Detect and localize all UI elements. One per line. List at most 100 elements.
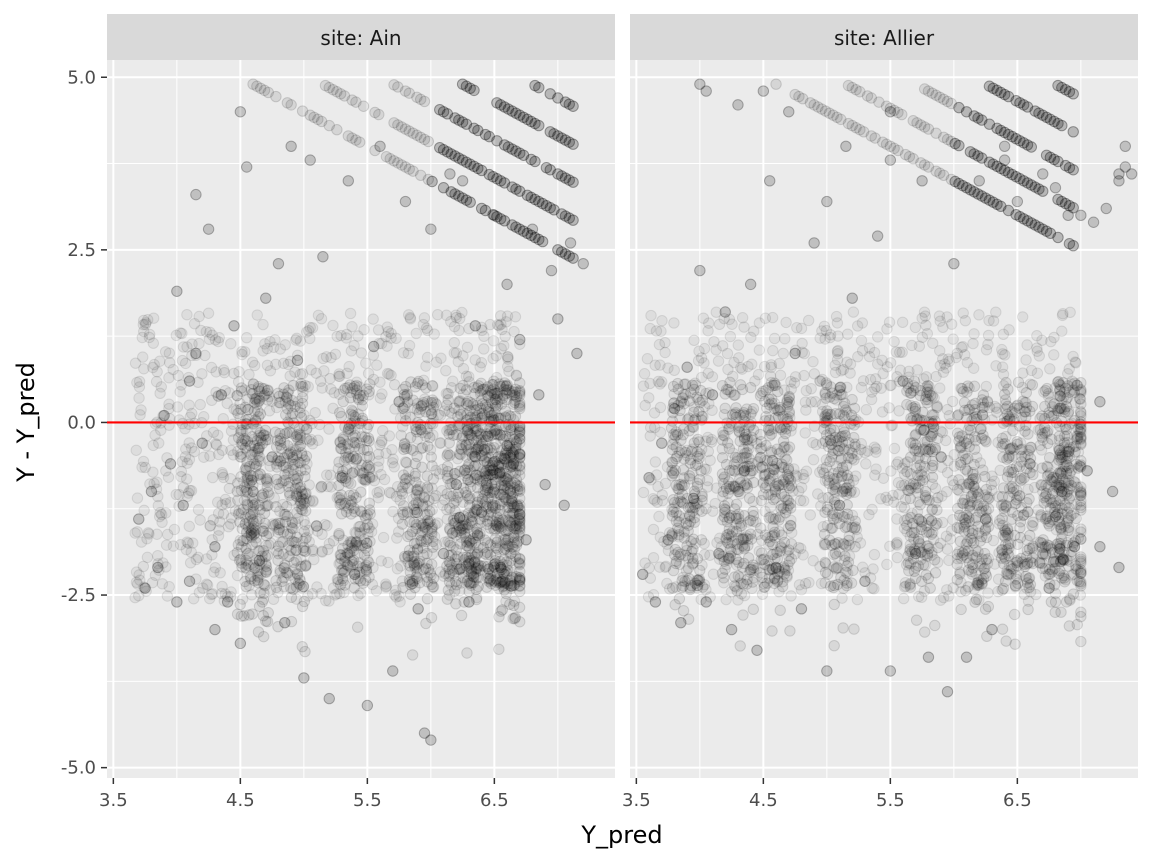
data-point — [270, 90, 282, 103]
data-point — [434, 409, 447, 422]
data-point — [841, 406, 853, 418]
data-point — [781, 503, 793, 516]
data-point — [214, 516, 226, 528]
data-point — [1008, 608, 1021, 621]
data-point — [762, 538, 774, 550]
data-point — [511, 501, 524, 513]
data-point — [503, 515, 515, 527]
data-point — [489, 455, 501, 468]
data-point — [203, 592, 216, 605]
data-point — [363, 450, 376, 463]
data-point — [236, 435, 248, 447]
data-point — [914, 475, 926, 487]
data-point — [1027, 520, 1039, 532]
data-point — [347, 382, 359, 395]
data-point — [306, 438, 319, 450]
data-point — [489, 540, 502, 552]
data-point — [360, 434, 373, 447]
data-point — [727, 447, 739, 459]
data-point — [1045, 474, 1057, 486]
data-point — [478, 500, 490, 512]
data-point — [363, 389, 375, 401]
data-point — [529, 117, 541, 130]
data-point — [837, 485, 849, 497]
data-point — [347, 406, 359, 418]
data-point — [855, 334, 868, 347]
data-point — [486, 486, 499, 499]
data-point — [475, 449, 487, 462]
data-point — [287, 443, 300, 455]
data-point — [302, 590, 314, 602]
data-point — [417, 549, 430, 561]
data-point — [716, 379, 729, 392]
data-point — [272, 526, 284, 538]
data-point — [1042, 388, 1055, 400]
data-point — [929, 442, 941, 454]
data-point — [345, 477, 357, 490]
data-point — [415, 403, 427, 415]
data-point — [728, 389, 740, 401]
data-point — [260, 430, 272, 442]
data-point — [420, 322, 433, 334]
data-point — [458, 596, 470, 608]
data-point — [218, 366, 231, 379]
data-point — [348, 568, 361, 581]
data-point — [316, 480, 328, 493]
data-point — [129, 357, 142, 369]
data-point — [272, 478, 284, 490]
data-point — [335, 442, 348, 455]
data-point — [462, 399, 475, 412]
data-point — [207, 426, 220, 439]
data-point — [494, 504, 506, 516]
data-point — [485, 577, 497, 590]
data-point — [401, 505, 413, 518]
data-point — [153, 510, 166, 523]
data-point — [822, 440, 835, 453]
data-point — [185, 485, 198, 497]
data-point — [409, 506, 421, 519]
data-point — [514, 557, 526, 569]
data-point — [227, 434, 240, 446]
data-point — [552, 130, 564, 142]
data-point — [498, 480, 510, 492]
data-point — [476, 474, 489, 487]
data-point — [1034, 557, 1046, 569]
data-point — [242, 559, 255, 572]
data-point — [781, 468, 793, 481]
data-point — [350, 96, 362, 108]
data-point — [409, 402, 421, 414]
data-point — [440, 365, 452, 377]
data-point — [296, 504, 309, 516]
data-point — [503, 431, 516, 444]
data-point — [450, 525, 463, 538]
data-point — [358, 324, 370, 336]
data-point — [356, 467, 369, 479]
data-point — [429, 397, 441, 409]
data-point — [480, 500, 493, 513]
data-point — [182, 537, 195, 549]
data-point — [514, 526, 526, 539]
data-point — [514, 387, 526, 400]
data-point — [382, 325, 395, 338]
data-point — [1070, 498, 1083, 511]
data-point — [498, 177, 511, 189]
data-point — [366, 471, 379, 483]
data-point — [444, 423, 457, 436]
data-point — [234, 451, 247, 463]
data-point — [216, 580, 228, 593]
data-point — [677, 605, 690, 617]
data-point — [411, 559, 423, 571]
data-point — [250, 554, 263, 566]
data-point — [470, 572, 483, 584]
data-point — [447, 567, 460, 580]
data-point — [274, 435, 287, 447]
data-point — [500, 544, 513, 556]
data-point — [726, 525, 739, 538]
data-point — [437, 499, 449, 511]
data-point — [517, 149, 530, 161]
data-point — [312, 309, 325, 322]
data-point — [733, 485, 745, 498]
data-point — [500, 587, 512, 600]
data-point — [279, 474, 291, 487]
